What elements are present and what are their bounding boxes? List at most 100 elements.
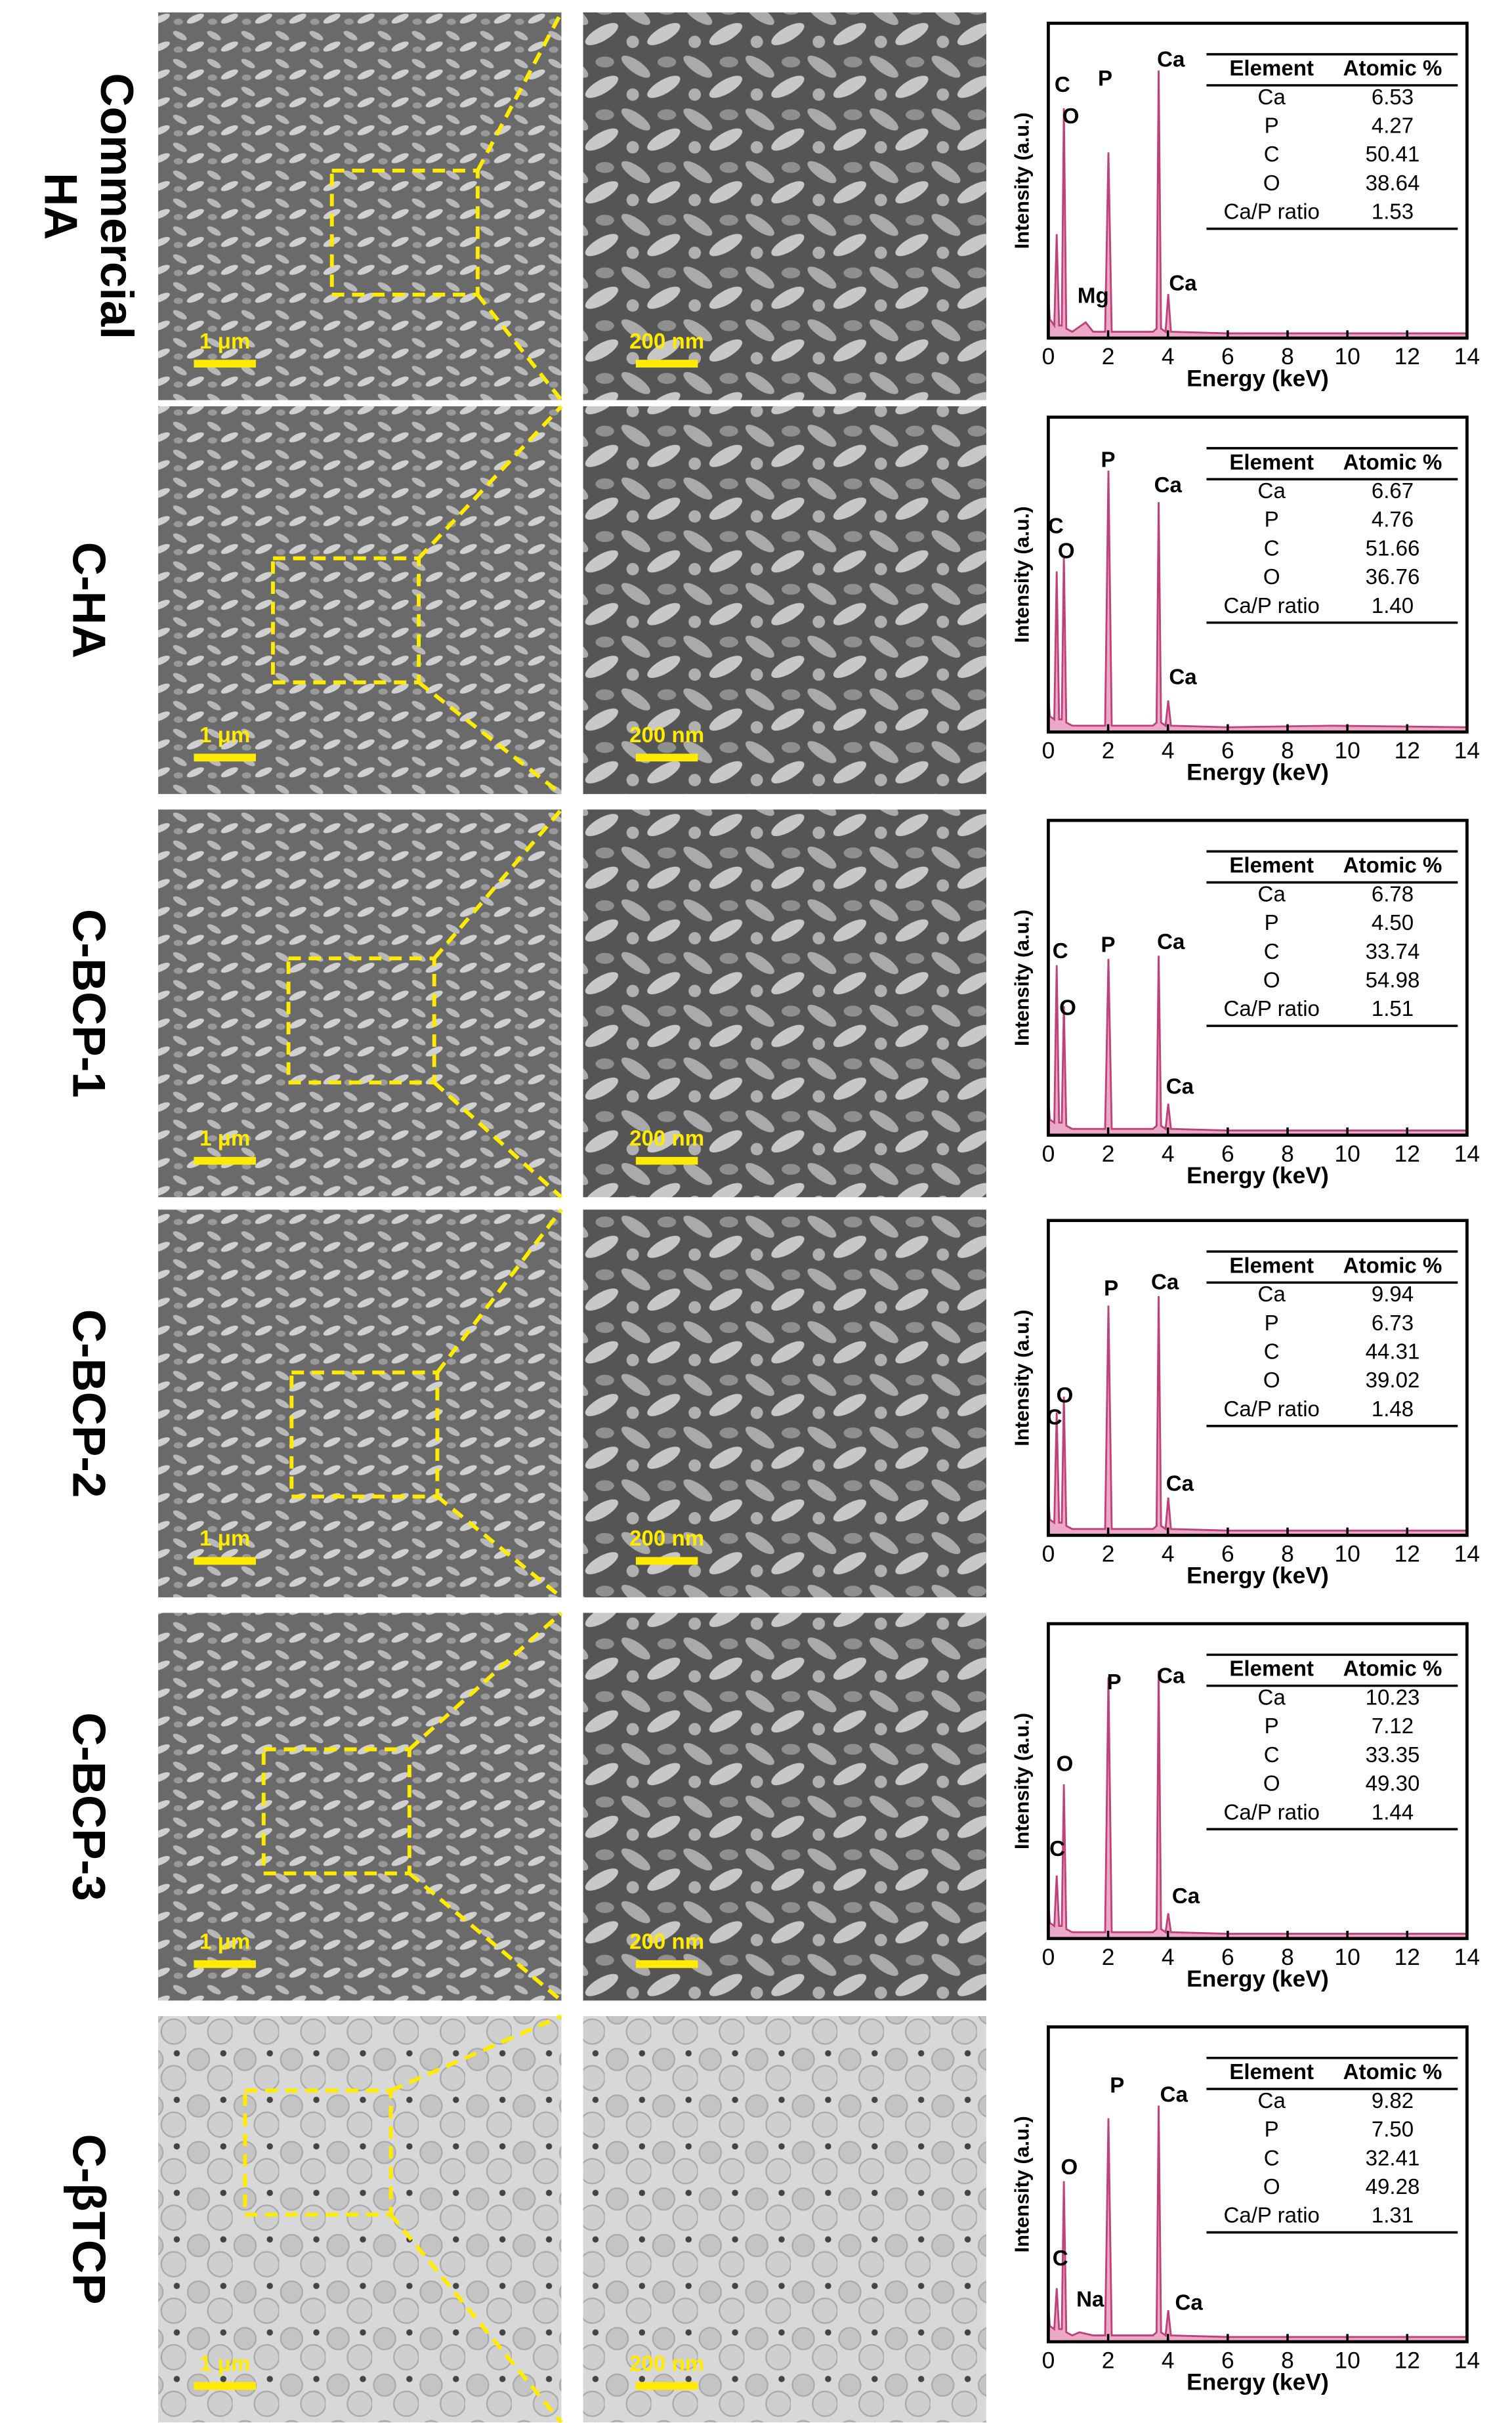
x-tick-label: 10 bbox=[1334, 2347, 1360, 2373]
table-header: Atomic % bbox=[1343, 56, 1442, 81]
zoom-line bbox=[390, 2014, 562, 2093]
peak-label: Mg bbox=[1078, 284, 1109, 308]
table-cell: O bbox=[1263, 1772, 1280, 1796]
table-header: Element bbox=[1229, 56, 1314, 81]
scale-bar bbox=[635, 1960, 698, 1968]
peak-label: Ca bbox=[1160, 2083, 1188, 2107]
x-tick-label: 0 bbox=[1042, 2347, 1055, 2373]
peak-label: C bbox=[1049, 1837, 1065, 1861]
table-cell: P bbox=[1265, 2118, 1279, 2142]
table-header: Atomic % bbox=[1343, 1657, 1442, 1681]
peak-label: P bbox=[1098, 67, 1112, 91]
scale-bar-label: 1 μm bbox=[200, 1127, 250, 1151]
plot-frame bbox=[1047, 415, 1469, 734]
peak-label: C bbox=[1048, 514, 1064, 538]
table-cell: Ca/P ratio bbox=[1223, 1800, 1319, 1824]
table-cell: C bbox=[1264, 1743, 1280, 1767]
table-cell: C bbox=[1264, 536, 1280, 560]
table-cell: O bbox=[1263, 565, 1280, 589]
x-tick-label: 4 bbox=[1162, 2347, 1175, 2373]
x-tick-label: 2 bbox=[1102, 737, 1115, 763]
table-cell: 49.30 bbox=[1366, 1772, 1420, 1796]
scale-bar-label: 1 μm bbox=[200, 1527, 250, 1551]
zoom-line bbox=[476, 11, 564, 172]
table-cell: Ca bbox=[1258, 1282, 1286, 1307]
peak-label: Ca bbox=[1169, 271, 1197, 295]
peak-label: P bbox=[1110, 2073, 1124, 2097]
table-cell: 32.41 bbox=[1366, 2146, 1420, 2170]
y-axis-label: Intensity (a.u.) bbox=[1011, 112, 1034, 249]
table-header: Atomic % bbox=[1343, 1254, 1442, 1278]
x-tick-label: 12 bbox=[1395, 1540, 1420, 1567]
peak-label: Ca bbox=[1157, 930, 1185, 954]
table-header: Element bbox=[1229, 1657, 1314, 1681]
table-header: Element bbox=[1229, 854, 1314, 878]
table-cell: 4.76 bbox=[1372, 508, 1414, 532]
sem-image bbox=[158, 406, 562, 794]
table-cell: 39.02 bbox=[1366, 1368, 1420, 1393]
peak-label: P bbox=[1107, 1670, 1122, 1695]
row-label: C-βTCP bbox=[62, 2134, 114, 2305]
table-cell: O bbox=[1263, 1368, 1280, 1393]
x-tick-label: 12 bbox=[1395, 1944, 1420, 1970]
x-tick-label: 4 bbox=[1162, 1540, 1175, 1567]
peak-label: O bbox=[1059, 996, 1076, 1021]
table-cell: P bbox=[1265, 1714, 1279, 1738]
table-cell: O bbox=[1263, 2175, 1280, 2199]
x-tick-label: 8 bbox=[1281, 1944, 1294, 1970]
table-cell: 1.48 bbox=[1372, 1397, 1414, 1422]
peak-label: C bbox=[1053, 939, 1068, 963]
y-axis-label: Intensity (a.u.) bbox=[1011, 1713, 1034, 1849]
table-cell: Ca/P ratio bbox=[1223, 2204, 1319, 2228]
peak-label: P bbox=[1101, 933, 1116, 958]
peak-label: O bbox=[1057, 1383, 1074, 1408]
x-tick-label: 4 bbox=[1162, 1944, 1175, 1970]
table-cell: 7.50 bbox=[1372, 2118, 1414, 2142]
plot-frame bbox=[1047, 2025, 1469, 2344]
table-cell: 9.82 bbox=[1372, 2089, 1414, 2113]
peak-label: O bbox=[1057, 1752, 1074, 1777]
x-tick-label: 0 bbox=[1042, 1540, 1055, 1567]
x-tick-label: 8 bbox=[1281, 1141, 1294, 1167]
zoom-line bbox=[417, 681, 563, 796]
x-tick-label: 12 bbox=[1395, 1141, 1420, 1167]
table-header: Atomic % bbox=[1343, 854, 1442, 878]
x-axis-label: Energy (keV) bbox=[1186, 1162, 1329, 1189]
x-tick-label: 2 bbox=[1102, 1141, 1115, 1167]
scale-bar bbox=[194, 753, 256, 762]
zoom-box bbox=[329, 168, 480, 297]
plot-frame bbox=[1047, 1622, 1469, 1941]
plot-frame bbox=[1047, 818, 1469, 1137]
y-axis-label: Intensity (a.u.) bbox=[1011, 506, 1034, 643]
scale-bar-label: 200 nm bbox=[629, 1930, 704, 1954]
spectrum-line bbox=[1047, 1671, 1467, 1935]
scale-bar bbox=[635, 753, 698, 762]
scale-bar-label: 200 nm bbox=[629, 2351, 704, 2376]
scale-bar-label: 1 μm bbox=[200, 2351, 250, 2376]
peak-label: C bbox=[1047, 1406, 1062, 1430]
peak-label: P bbox=[1104, 1276, 1118, 1301]
table-cell: 1.51 bbox=[1372, 997, 1414, 1021]
table-cell: Ca bbox=[1258, 479, 1286, 503]
x-tick-label: 14 bbox=[1454, 343, 1480, 369]
x-tick-label: 12 bbox=[1395, 737, 1420, 763]
x-tick-label: 2 bbox=[1102, 1540, 1115, 1567]
table-cell: C bbox=[1264, 940, 1280, 964]
table-cell: 4.50 bbox=[1372, 911, 1414, 935]
peak-label: P bbox=[1101, 448, 1116, 473]
table-cell: Ca bbox=[1258, 882, 1286, 906]
scale-bar-label: 1 μm bbox=[200, 723, 250, 748]
sem-image bbox=[583, 12, 986, 400]
sem-image bbox=[158, 12, 562, 400]
table-cell: C bbox=[1264, 1339, 1280, 1364]
peak-label: Ca bbox=[1151, 1270, 1179, 1294]
row-label: HA bbox=[35, 173, 87, 240]
zoom-line bbox=[389, 2213, 563, 2423]
peak-label: Ca bbox=[1175, 2290, 1203, 2315]
sem-image bbox=[158, 809, 562, 1198]
table-header: Element bbox=[1229, 1254, 1314, 1278]
y-axis-label: Intensity (a.u.) bbox=[1011, 2116, 1034, 2252]
x-tick-label: 10 bbox=[1334, 1944, 1360, 1970]
